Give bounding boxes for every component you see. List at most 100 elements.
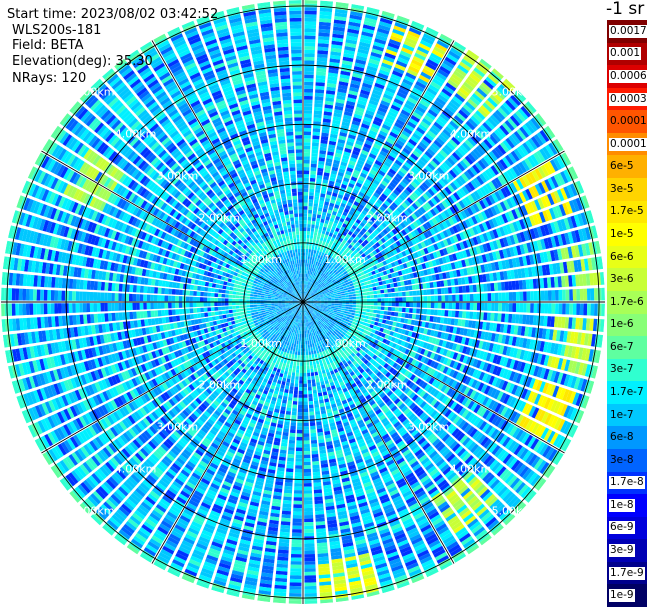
ppi-gate — [406, 389, 413, 397]
ppi-gate — [394, 312, 399, 317]
ppi-gate — [501, 303, 506, 312]
ppi-gate — [350, 269, 356, 274]
ppi-gate — [326, 291, 330, 295]
ppi-gate — [310, 432, 317, 437]
ppi-gate — [423, 357, 430, 365]
ppi-gate — [422, 33, 436, 42]
ppi-gate — [443, 174, 452, 183]
ppi-gate — [365, 68, 377, 76]
ppi-gate — [386, 358, 393, 365]
ppi-gate — [391, 212, 398, 219]
ppi-gate — [347, 335, 352, 340]
ppi-gate — [340, 242, 345, 248]
ppi-gate — [404, 330, 410, 336]
ppi-gate — [501, 213, 509, 224]
ppi-gate — [438, 416, 446, 425]
ppi-gate — [303, 234, 307, 239]
ppi-gate — [421, 68, 434, 77]
ppi-gate — [345, 304, 350, 307]
ppi-gate — [525, 452, 535, 464]
ppi-gate — [334, 303, 339, 306]
ppi-gate — [491, 179, 500, 190]
ppi-gate — [411, 213, 418, 220]
ppi-gate — [430, 398, 438, 407]
ppi-gate — [376, 31, 389, 38]
ppi-gate — [403, 256, 409, 262]
ppi-gate — [307, 386, 312, 391]
ppi-gate — [469, 459, 480, 470]
ppi-gate — [522, 338, 528, 349]
ppi-gate — [457, 260, 463, 268]
ppi-gate — [402, 78, 414, 87]
ppi-gate — [357, 224, 363, 230]
ppi-gate — [373, 163, 381, 170]
ppi-gate — [371, 317, 376, 321]
ppi-gate — [325, 282, 329, 286]
ppi-gate — [319, 248, 324, 253]
ppi-gate — [422, 315, 427, 321]
ppi-gate — [345, 216, 351, 222]
ppi-gate — [343, 313, 348, 317]
ppi-gate — [363, 318, 369, 323]
ppi-gate — [401, 212, 408, 219]
ppi-gate — [365, 109, 375, 116]
ppi-gate — [324, 280, 328, 284]
ppi-gate — [489, 114, 501, 126]
ppi-gate — [364, 245, 369, 251]
ppi-gate — [545, 328, 551, 340]
ppi-gate — [483, 155, 492, 166]
ppi-gate — [344, 107, 354, 113]
ppi-gate — [319, 146, 327, 151]
ppi-gate — [369, 309, 374, 313]
ppi-gate — [370, 216, 377, 223]
ppi-gate — [369, 352, 375, 358]
ppi-gate — [311, 443, 318, 448]
ppi-gate — [585, 318, 591, 331]
ppi-gate — [472, 148, 482, 158]
ppi-gate — [342, 299, 346, 302]
ppi-gate — [358, 175, 366, 182]
ppi-gate — [418, 141, 428, 150]
ppi-gate — [387, 273, 393, 279]
ppi-gate — [519, 231, 526, 242]
ppi-gate — [330, 306, 335, 309]
ppi-gate — [556, 189, 565, 202]
ppi-gate — [369, 240, 375, 246]
ppi-gate — [482, 351, 489, 361]
ppi-gate — [327, 147, 335, 153]
ppi-gate — [572, 289, 577, 301]
ppi-gate — [322, 284, 326, 288]
ppi-gate — [372, 354, 378, 360]
ppi-gate — [391, 297, 396, 302]
ppi-gate — [472, 358, 479, 368]
ppi-gate — [567, 216, 574, 229]
ppi-gate — [333, 291, 338, 294]
ppi-gate — [519, 144, 529, 156]
ppi-gate — [366, 237, 372, 243]
ppi-gate — [371, 366, 377, 372]
ppi-gate — [395, 254, 401, 260]
ppi-gate — [326, 317, 330, 321]
ppi-gate — [579, 303, 584, 316]
ppi-gate — [431, 259, 437, 267]
ppi-gate — [582, 273, 587, 286]
ppi-gate — [442, 348, 449, 357]
ppi-gate — [403, 40, 416, 49]
ppi-gate — [576, 410, 585, 424]
ppi-gate — [371, 123, 381, 130]
ppi-gate — [307, 340, 310, 345]
ppi-gate — [330, 277, 335, 281]
ppi-gate — [449, 76, 461, 86]
ppi-gate — [507, 117, 518, 129]
ppi-gate — [523, 291, 527, 301]
ppi-gate — [538, 328, 544, 339]
ppi-gate — [428, 322, 433, 329]
ppi-gate — [375, 34, 388, 42]
ppi-gate — [318, 251, 322, 256]
ppi-gate — [366, 350, 372, 356]
ppi-gate — [307, 281, 310, 286]
ppi-gate — [379, 314, 384, 319]
ppi-gate — [361, 169, 369, 176]
ppi-gate — [342, 264, 347, 269]
ppi-gate — [304, 280, 306, 285]
